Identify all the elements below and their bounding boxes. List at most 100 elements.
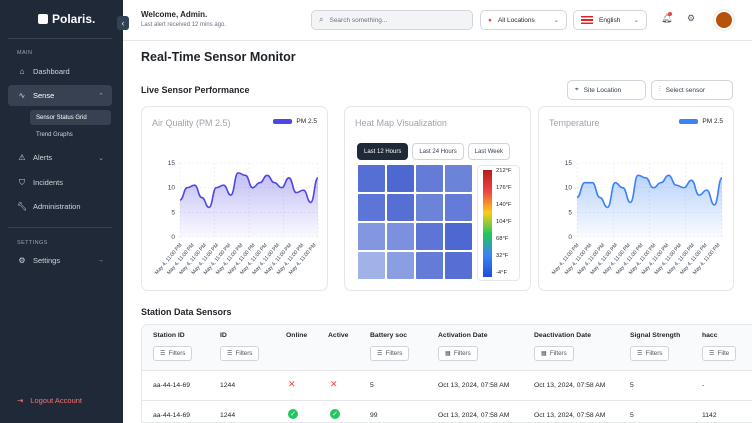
scale-label: 104°F	[496, 219, 512, 225]
table-row[interactable]: aa-44-14-69 1244 ✓ ✓ 99 Oct 13, 2024, 07…	[142, 401, 752, 422]
sidebar-item-label: Dashboard	[33, 67, 70, 76]
sidebar-subitem-trend-graphs[interactable]: Trend Graphs	[36, 131, 73, 138]
site-location-button[interactable]: ⌖ Site Location	[567, 80, 646, 100]
filter-label: Filters	[645, 350, 663, 357]
sidebar-item-alerts[interactable]: ⚠ Alerts ⌄	[8, 147, 112, 168]
filter-button[interactable]: ☰ Filters	[630, 346, 670, 361]
sidebar-item-label: Settings	[33, 256, 61, 265]
cell-deactivation-date: Oct 13, 2024, 07:58 AM	[534, 382, 606, 389]
last-alert-text: Last alert received 12 mins ago.	[141, 22, 227, 28]
table-row[interactable]: aa-44-14-69 1244 ✕ ✕ 5 Oct 13, 2024, 07:…	[142, 371, 752, 401]
scale-label: 212°F	[496, 168, 512, 174]
filter-icon: ☰	[709, 350, 715, 357]
avatar[interactable]	[714, 10, 734, 30]
sidebar-collapse-button[interactable]: ‹	[117, 16, 129, 30]
heat-map-cell	[416, 252, 443, 279]
search-placeholder: Search something...	[329, 16, 388, 24]
location-dropdown[interactable]: ● All Locations ⌄	[480, 10, 567, 30]
column-header: hacc	[702, 332, 718, 339]
filter-button[interactable]: ☰ Filters	[370, 346, 410, 361]
brand-logo[interactable]: Polaris.	[38, 12, 95, 26]
filter-label: Filters	[385, 350, 403, 357]
tab-last-12-hours[interactable]: Last 12 Hours	[357, 143, 409, 160]
card-title: Heat Map Visualization	[355, 118, 447, 128]
filter-date-button[interactable]: ▦ Filters	[534, 346, 574, 361]
heat-map-cell	[416, 165, 443, 192]
filter-date-button[interactable]: ▦ Filters	[438, 346, 478, 361]
gear-icon[interactable]: ⚙	[687, 13, 696, 23]
sidebar-item-label: Administration	[33, 202, 81, 211]
chevron-down-icon: ⌄	[633, 17, 639, 24]
select-sensor-label: Select sensor	[665, 86, 706, 94]
scale-label: 176°F	[496, 185, 512, 191]
series-line	[179, 172, 319, 209]
chevron-down-icon: ⌄	[98, 154, 104, 162]
sidebar-item-dashboard[interactable]: ⌂ Dashboard	[8, 61, 112, 82]
heat-map-cell	[445, 194, 472, 221]
heat-map-cell	[387, 252, 414, 279]
calendar-icon: ▦	[445, 350, 451, 357]
brand-name: Polaris.	[52, 12, 96, 26]
sidebar: Polaris. MAIN ⌂ Dashboard ∿ Sense ⌃ Sens…	[0, 0, 123, 423]
location-pin-icon: ⌖	[575, 86, 579, 93]
calendar-icon: ▦	[541, 350, 547, 357]
filter-button[interactable]: ☰ Filters	[220, 346, 260, 361]
logout-button[interactable]: ⇥ Logout Account	[17, 396, 82, 405]
y-tick-label: 15	[168, 160, 176, 167]
column-header: Online	[286, 332, 308, 339]
heat-map-cell	[445, 165, 472, 192]
wrench-icon: 🔧︎	[17, 202, 28, 211]
section-label-settings: SETTINGS	[17, 240, 48, 246]
cell-activation-date: Oct 13, 2024, 07:58 AM	[438, 412, 510, 419]
tab-last-24-hours[interactable]: Last 24 Hours	[412, 143, 464, 160]
heat-map-cell	[445, 223, 472, 250]
warning-icon: ⚠	[18, 153, 26, 162]
search-input[interactable]: ⌕ Search something...	[311, 10, 473, 30]
bell-icon[interactable]: 🔔︎	[661, 12, 673, 23]
us-flag-icon	[581, 16, 593, 24]
heat-map-cell	[387, 223, 414, 250]
sidebar-divider	[8, 38, 112, 39]
temperature-card: Temperature PM 2.5 0 5 10 15 May 4, 11:00 PM…	[538, 106, 734, 291]
heat-map-cell	[445, 252, 472, 279]
filter-label: Filters	[235, 350, 253, 357]
sidebar-item-label: Alerts	[33, 153, 53, 162]
filter-button[interactable]: ☰ Filte	[702, 346, 737, 361]
sidebar-item-settings[interactable]: ⚙ Settings →	[8, 250, 112, 271]
legend-swatch	[273, 119, 293, 124]
pulse-icon: ∿	[18, 91, 26, 100]
y-tick-label: 5	[568, 209, 572, 216]
chart-legend: PM 2.5	[273, 118, 317, 125]
top-bar: Welcome, Admin. Last alert received 12 m…	[123, 0, 752, 41]
cell-activation-date: Oct 13, 2024, 07:58 AM	[438, 382, 510, 389]
series-line	[576, 174, 723, 209]
language-dropdown[interactable]: English ⌄	[573, 10, 647, 30]
select-sensor-button[interactable]: ⫶ Select sensor	[651, 80, 733, 100]
sidebar-item-label: Sense	[33, 91, 55, 100]
heat-map-scale: 212°F 176°F 140°F 104°F 68°F 32°F -4°F	[477, 165, 520, 281]
scale-label: 140°F	[496, 202, 512, 208]
polaris-logo-icon	[38, 14, 48, 24]
filter-button[interactable]: ☰ Filters	[153, 346, 193, 361]
heat-map-card: Heat Map Visualization Last 12 Hours Las…	[344, 106, 531, 291]
sidebar-item-administration[interactable]: 🔧︎ Administration	[8, 196, 112, 217]
sensor-table: Station ID ID Online Active Battery soc …	[141, 324, 752, 423]
filter-icon: ☰	[160, 350, 166, 357]
check-circle-icon: ✓	[330, 409, 340, 419]
shield-icon: ⛉	[19, 177, 25, 187]
x-icon: ✕	[288, 379, 296, 389]
sidebar-item-sense[interactable]: ∿ Sense ⌃	[8, 85, 112, 106]
sidebar-item-incidents[interactable]: ⛉ Incidents	[8, 172, 112, 193]
check-circle-icon: ✓	[288, 409, 298, 419]
cell-deactivation-date: Oct 13, 2024, 07:58 AM	[534, 412, 606, 419]
tab-last-week[interactable]: Last Week	[467, 143, 510, 160]
notification-dot	[668, 12, 672, 16]
sidebar-subitem-sensor-status-grid[interactable]: Sensor Status Grid	[30, 110, 111, 125]
column-header: Battery soc	[370, 332, 408, 339]
logout-icon: ⇥	[17, 396, 24, 405]
filter-label: Filters	[453, 350, 471, 357]
column-header: ID	[220, 332, 227, 339]
language-value: English	[599, 16, 621, 24]
cell-station-id: aa-44-14-69	[153, 412, 191, 419]
